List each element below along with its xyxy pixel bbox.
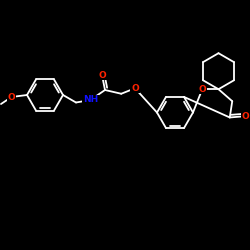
Text: O: O bbox=[98, 70, 106, 80]
Text: O: O bbox=[198, 85, 206, 94]
Text: O: O bbox=[131, 84, 139, 93]
Text: NH: NH bbox=[83, 96, 98, 104]
Text: O: O bbox=[8, 92, 16, 102]
Text: O: O bbox=[242, 112, 249, 121]
